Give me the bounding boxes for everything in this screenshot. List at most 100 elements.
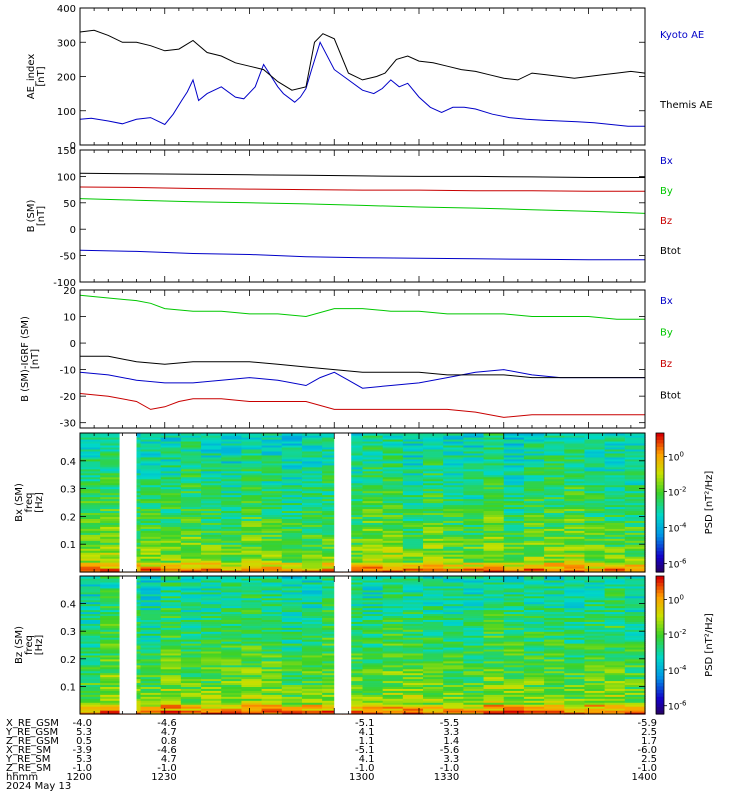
legend-entry: Btot [660,391,681,402]
y-tick-label: 0.1 [60,540,76,551]
x-ticks-panel-4 [79,433,646,572]
y-label-panel-4: Bx (SM) freq [Hz] [14,483,45,522]
y-ticks-panel-5: 0.1 0.2 0.3 0.4 [60,600,645,693]
y-tick-label: -100 [53,278,76,289]
spectrogram-panel-5 [79,575,646,715]
ephemeris-value: 0.5 [76,736,92,747]
legend-panel-1: Kyoto AE Themis AE [659,30,713,111]
legend-entry: By [660,186,673,197]
legend-entry: By [660,328,673,339]
colorbar-panel-4: PSD [nT²/Hz] [655,432,715,573]
ephemeris-row-label: hhmm [6,772,38,783]
legend-entry: Bz [660,216,672,227]
x-ticks-panel-5 [79,576,646,714]
ephemeris-value: -6.0 [637,745,657,756]
ephemeris-row-label: Z_RE_SM [6,763,51,774]
ephemeris-value: -5.1 [355,745,375,756]
ephemeris-row-label: Z_RE_GSM [6,736,59,747]
colorbar-frame [655,432,665,573]
ephemeris-value: -1.0 [72,763,92,774]
y-tick-label: 200 [57,73,76,84]
y-tick-label: 100 [57,172,76,183]
y-axis-label: Bz (SM) [14,626,25,664]
y-axis-label: AE_index [26,54,37,100]
y-tick-label: 0.2 [60,655,76,666]
ephemeris-value: 5.3 [76,754,92,765]
colorbar-tick-label: 100 [668,593,684,606]
ephemeris-value: -1.0 [355,763,375,774]
series-line-themis-ae [79,29,646,91]
y-label-panel-3: B (SM)-IGRF (SM) [nT] [20,316,41,402]
y-tick-label: 300 [57,38,76,49]
ephemeris-value: -5.9 [637,718,657,729]
ephemeris-value: 3.3 [443,727,459,738]
y-tick-label: 100 [57,107,76,118]
legend-entry: Bx [660,296,673,307]
legend-entry: Themis AE [659,100,713,111]
y-ticks-panel-2: -100 -50 0 50 100 150 [53,146,645,289]
ephemeris-value: -4.6 [157,718,177,729]
legend-panel-3: Bx By Bz Btot [660,296,681,402]
y-axis-label: Bx (SM) [14,483,25,522]
ephemeris-value: 1230 [151,772,176,783]
ephemeris-value: 4.7 [161,754,177,765]
series-line-by [79,198,646,214]
y-tick-label: 0 [70,225,76,236]
y-axis-label: freq [24,493,35,513]
y-label-panel-5: Bz (SM) freq [Hz] [14,626,45,664]
ephemeris-value: -1.0 [157,763,177,774]
ephemeris-row-label: X_RE_GSM [6,718,59,729]
series-line-btot [80,355,645,379]
series-line-bz [79,186,645,192]
series-line-bx [79,249,645,261]
y-tick-label: 0.4 [60,600,76,611]
ephemeris-value: 1.1 [359,736,375,747]
y-tick-label: 400 [57,4,76,15]
data-gap [119,433,137,572]
ephemeris-value: 2.5 [641,727,657,738]
colorbar-tick-label: 10-4 [668,664,687,677]
ephemeris-value: 4.7 [161,727,177,738]
legend-entry: Btot [660,246,681,257]
legend-entry: Kyoto AE [660,30,704,41]
colorbar-tick-label: 10-4 [668,522,687,535]
line-panel-2 [79,149,646,283]
y-axis-label: [nT] [30,349,41,369]
series-line-bx [79,369,645,389]
ephemeris-row-label: Y_RE_GSM [5,727,58,738]
line-panel-3 [79,289,646,429]
data-gap [119,576,137,714]
ephemeris-value: 3.3 [443,754,459,765]
ephemeris-value: -5.1 [355,718,375,729]
y-tick-label: -10 [60,366,76,377]
y-axis-label: B (SM)-IGRF (SM) [20,316,31,402]
spectrogram-panel-4 [79,432,646,573]
ephemeris-value: 1200 [67,772,92,783]
x-ticks-panel-1 [79,8,646,145]
ephemeris-value: 1400 [632,772,657,783]
series-line-btot [79,172,645,178]
ephemeris-value: 1.7 [641,736,657,747]
legend-entry: Bx [660,156,673,167]
colorbar-tick-label: 10-6 [668,558,687,571]
y-tick-label: -20 [60,392,76,403]
y-tick-label: 0.3 [60,485,76,496]
spectrogram-cells [80,433,646,573]
data-gap [334,576,352,714]
ephemeris-row-label: X_RE_SM [6,745,51,756]
ephemeris-value: -1.0 [637,763,657,774]
y-label-panel-2: B (SM) [nT] [26,199,47,232]
ephemeris-value: 5.3 [76,727,92,738]
series-line-bz [79,393,645,418]
ephemeris-value: -5.5 [440,718,460,729]
ephemeris-value: 0.8 [161,736,177,747]
data-gap [334,433,352,572]
y-axis-label: [Hz] [34,492,45,513]
legend-panel-2: Bx By Bz Btot [660,156,681,257]
colorbar-frame [655,575,665,715]
y-tick-label: 0.2 [60,512,76,523]
y-tick-label: 0.4 [60,457,76,468]
spectrogram-cells [80,576,646,715]
y-tick-label: 0.1 [60,682,76,693]
